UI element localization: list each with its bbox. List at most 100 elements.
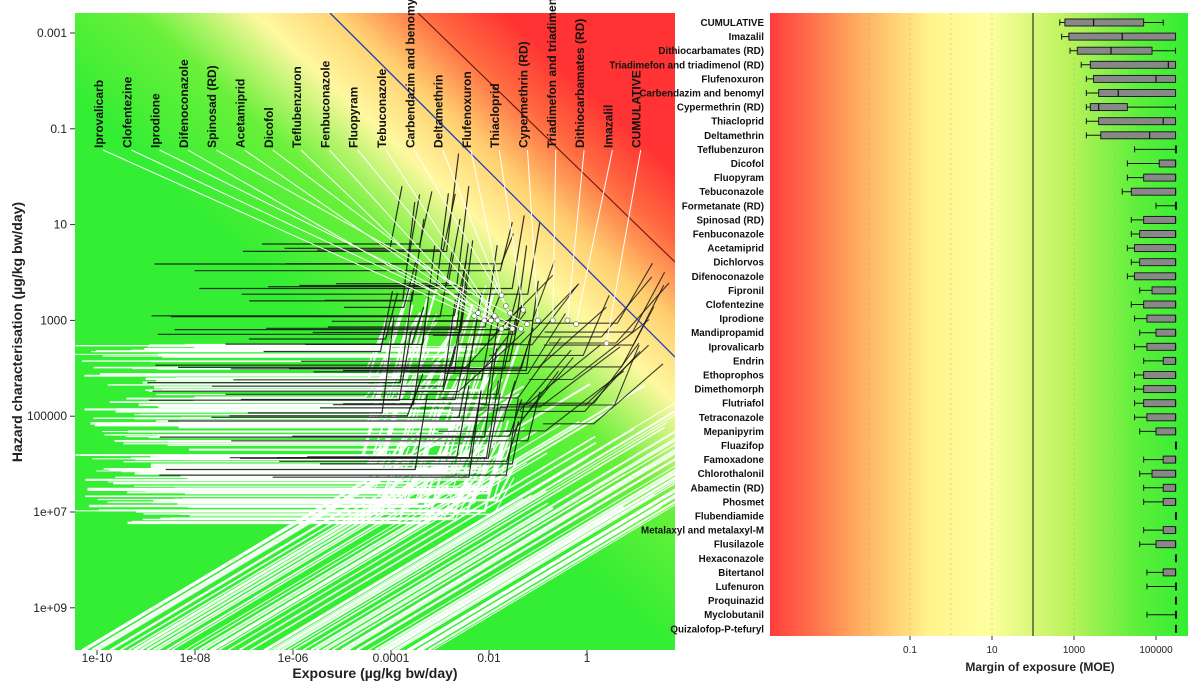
diagonal-line bbox=[157, 506, 397, 650]
moe-box bbox=[1121, 187, 1177, 196]
diagonal-line bbox=[133, 457, 454, 650]
y-tick-label: 0.1 bbox=[50, 122, 67, 136]
moe-box bbox=[1139, 286, 1177, 295]
moe-iqr-box bbox=[1162, 356, 1177, 365]
hazard-line bbox=[333, 321, 426, 406]
diagonal-line bbox=[81, 505, 322, 650]
moe-box bbox=[1143, 497, 1177, 506]
diagonal-line bbox=[270, 498, 524, 650]
moe-iqr-box bbox=[1089, 60, 1177, 69]
y-tick-label: 0.001 bbox=[37, 26, 67, 40]
exposure-line bbox=[162, 310, 472, 358]
category-label: Spinosad (RD) bbox=[697, 215, 765, 226]
diagonal-line bbox=[139, 462, 451, 650]
moe-iqr-box bbox=[1162, 455, 1177, 464]
moe-box bbox=[1085, 117, 1177, 126]
diagonal-line bbox=[214, 462, 528, 650]
moe-box bbox=[1134, 145, 1178, 154]
exposure-line bbox=[134, 363, 451, 420]
moe-box bbox=[1134, 371, 1177, 379]
hazard-line bbox=[438, 370, 559, 432]
substance-label: Tebuconazole bbox=[375, 69, 389, 148]
moe-iqr-box bbox=[1064, 18, 1145, 27]
hazard-line bbox=[500, 346, 621, 408]
category-label: Fluazifop bbox=[721, 441, 764, 452]
label-connector bbox=[187, 149, 485, 321]
substance-label: Cypermethrin (RD) bbox=[517, 41, 531, 148]
moe-iqr-box bbox=[1139, 230, 1177, 238]
moe-iqr-box bbox=[1155, 427, 1177, 436]
moe-box bbox=[1174, 512, 1178, 520]
data-point bbox=[491, 313, 498, 319]
data-point bbox=[494, 317, 501, 324]
diagonal-line bbox=[332, 443, 675, 650]
moe-iqr-box bbox=[1093, 74, 1177, 83]
hazard-line bbox=[432, 274, 554, 336]
moe-x-axis-ticks: 0.1 10 1000 100000 bbox=[903, 636, 1173, 656]
data-point bbox=[471, 313, 477, 319]
substance-label: Deltamethrin bbox=[432, 75, 446, 148]
hazard-line bbox=[434, 260, 556, 322]
moe-box bbox=[1174, 624, 1178, 633]
diagonal-line bbox=[184, 424, 561, 650]
moe-iqr-box bbox=[1155, 328, 1177, 337]
diagonal-line bbox=[302, 502, 549, 650]
diagonal-line bbox=[249, 441, 597, 650]
y-tick-label: 100000 bbox=[27, 409, 67, 423]
diagonal-line bbox=[407, 488, 675, 650]
data-point bbox=[509, 326, 516, 332]
hazard-line bbox=[241, 222, 541, 295]
data-point bbox=[507, 310, 513, 316]
hazard-line bbox=[503, 370, 625, 432]
category-label: Fenbuconazole bbox=[693, 230, 765, 241]
moe-x-tick-label: 0.1 bbox=[903, 645, 917, 656]
substance-label: Fluopyram bbox=[347, 87, 361, 148]
moe-iqr-box bbox=[1162, 568, 1177, 577]
category-label: Deltamethrin bbox=[704, 131, 764, 142]
hazard-line bbox=[240, 344, 468, 401]
diagonal-line bbox=[265, 455, 589, 650]
hazard-line bbox=[445, 313, 566, 375]
x-tick-label: 1 bbox=[584, 651, 591, 665]
category-label: Flusilazole bbox=[714, 540, 765, 551]
category-label: Myclobutanil bbox=[704, 610, 764, 621]
moe-box bbox=[1174, 596, 1178, 605]
label-connector bbox=[413, 149, 511, 314]
category-label: Flubendiamide bbox=[695, 512, 765, 523]
label-connector bbox=[470, 149, 502, 296]
moe-iqr-box bbox=[1139, 258, 1177, 267]
diagonal-line bbox=[315, 506, 554, 650]
category-label: Teflubenzuron bbox=[697, 145, 764, 156]
hazard-line bbox=[159, 348, 498, 438]
moe-boxplots bbox=[1059, 18, 1178, 633]
hazard-line bbox=[233, 314, 495, 381]
category-label: Proquinazid bbox=[708, 596, 764, 607]
hazard-line bbox=[292, 399, 523, 437]
substance-label: Acetamiprid bbox=[234, 79, 248, 148]
moe-box bbox=[1134, 342, 1177, 351]
hazard-line bbox=[157, 245, 528, 335]
hazard-line bbox=[247, 315, 395, 414]
substance-label: CUMULATIVE bbox=[630, 70, 644, 148]
y-axis-title: Hazard characterisation (µg/kg bw/day) bbox=[9, 202, 25, 462]
diagonal-line bbox=[128, 495, 385, 650]
diagonal-line bbox=[422, 506, 662, 650]
diagonal-line bbox=[171, 430, 538, 650]
moe-iqr-box bbox=[1130, 187, 1177, 196]
data-point bbox=[518, 326, 524, 332]
data-point bbox=[603, 340, 610, 347]
hazard-line bbox=[451, 349, 572, 411]
hazard-line bbox=[336, 218, 461, 285]
moe-box bbox=[1126, 244, 1177, 253]
hazard-line bbox=[262, 191, 433, 245]
y-axis-ticks: 0.001 0.1 10 1000 100000 1e+07 1e+09 bbox=[27, 26, 75, 615]
diagonal-line bbox=[152, 507, 391, 650]
x-tick-label: 0.0001 bbox=[373, 651, 410, 665]
category-labels: CUMULATIVE Imazalil Dithiocarbamates (RD) T… bbox=[609, 18, 764, 635]
diagonal-line bbox=[356, 458, 675, 650]
exposure-hazard-panel: Iprovalicarb Clofentezine Iprodione Difenoc… bbox=[9, 0, 675, 681]
moe-x-tick-label: 100000 bbox=[1139, 645, 1173, 656]
category-label: Metalaxyl and metalaxyl-M bbox=[641, 526, 764, 537]
hazard-line bbox=[519, 344, 640, 406]
